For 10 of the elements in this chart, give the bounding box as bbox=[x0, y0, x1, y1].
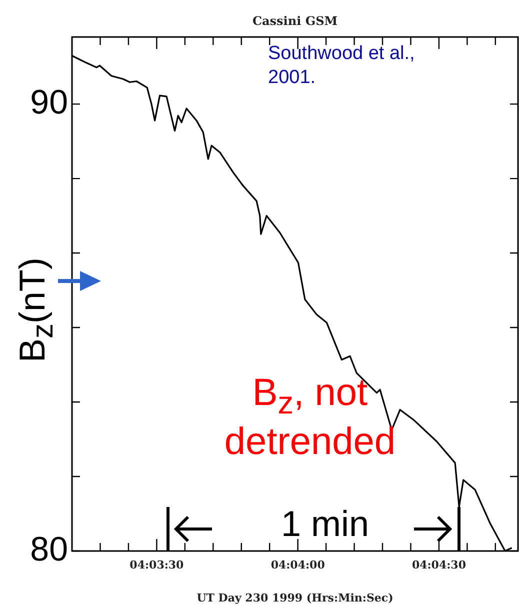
annotation: 1 min bbox=[280, 503, 370, 545]
y-tick-label: 80 bbox=[30, 530, 68, 568]
x-axis-title: UT Day 230 1999 (Hrs:Min:Sec) bbox=[196, 591, 394, 604]
x-tick-label: 04:04:00 bbox=[270, 558, 326, 572]
x-tick-label: 04:03:30 bbox=[130, 558, 184, 572]
y-tick-label: 90 bbox=[30, 83, 68, 122]
annotation: Southwood et al., 2001. bbox=[268, 42, 416, 90]
chart-title: Cassini GSM bbox=[251, 14, 339, 28]
annotation: B$_{z}$, not detrended bbox=[223, 372, 397, 465]
x-tick-label: 04:04:30 bbox=[412, 558, 466, 572]
